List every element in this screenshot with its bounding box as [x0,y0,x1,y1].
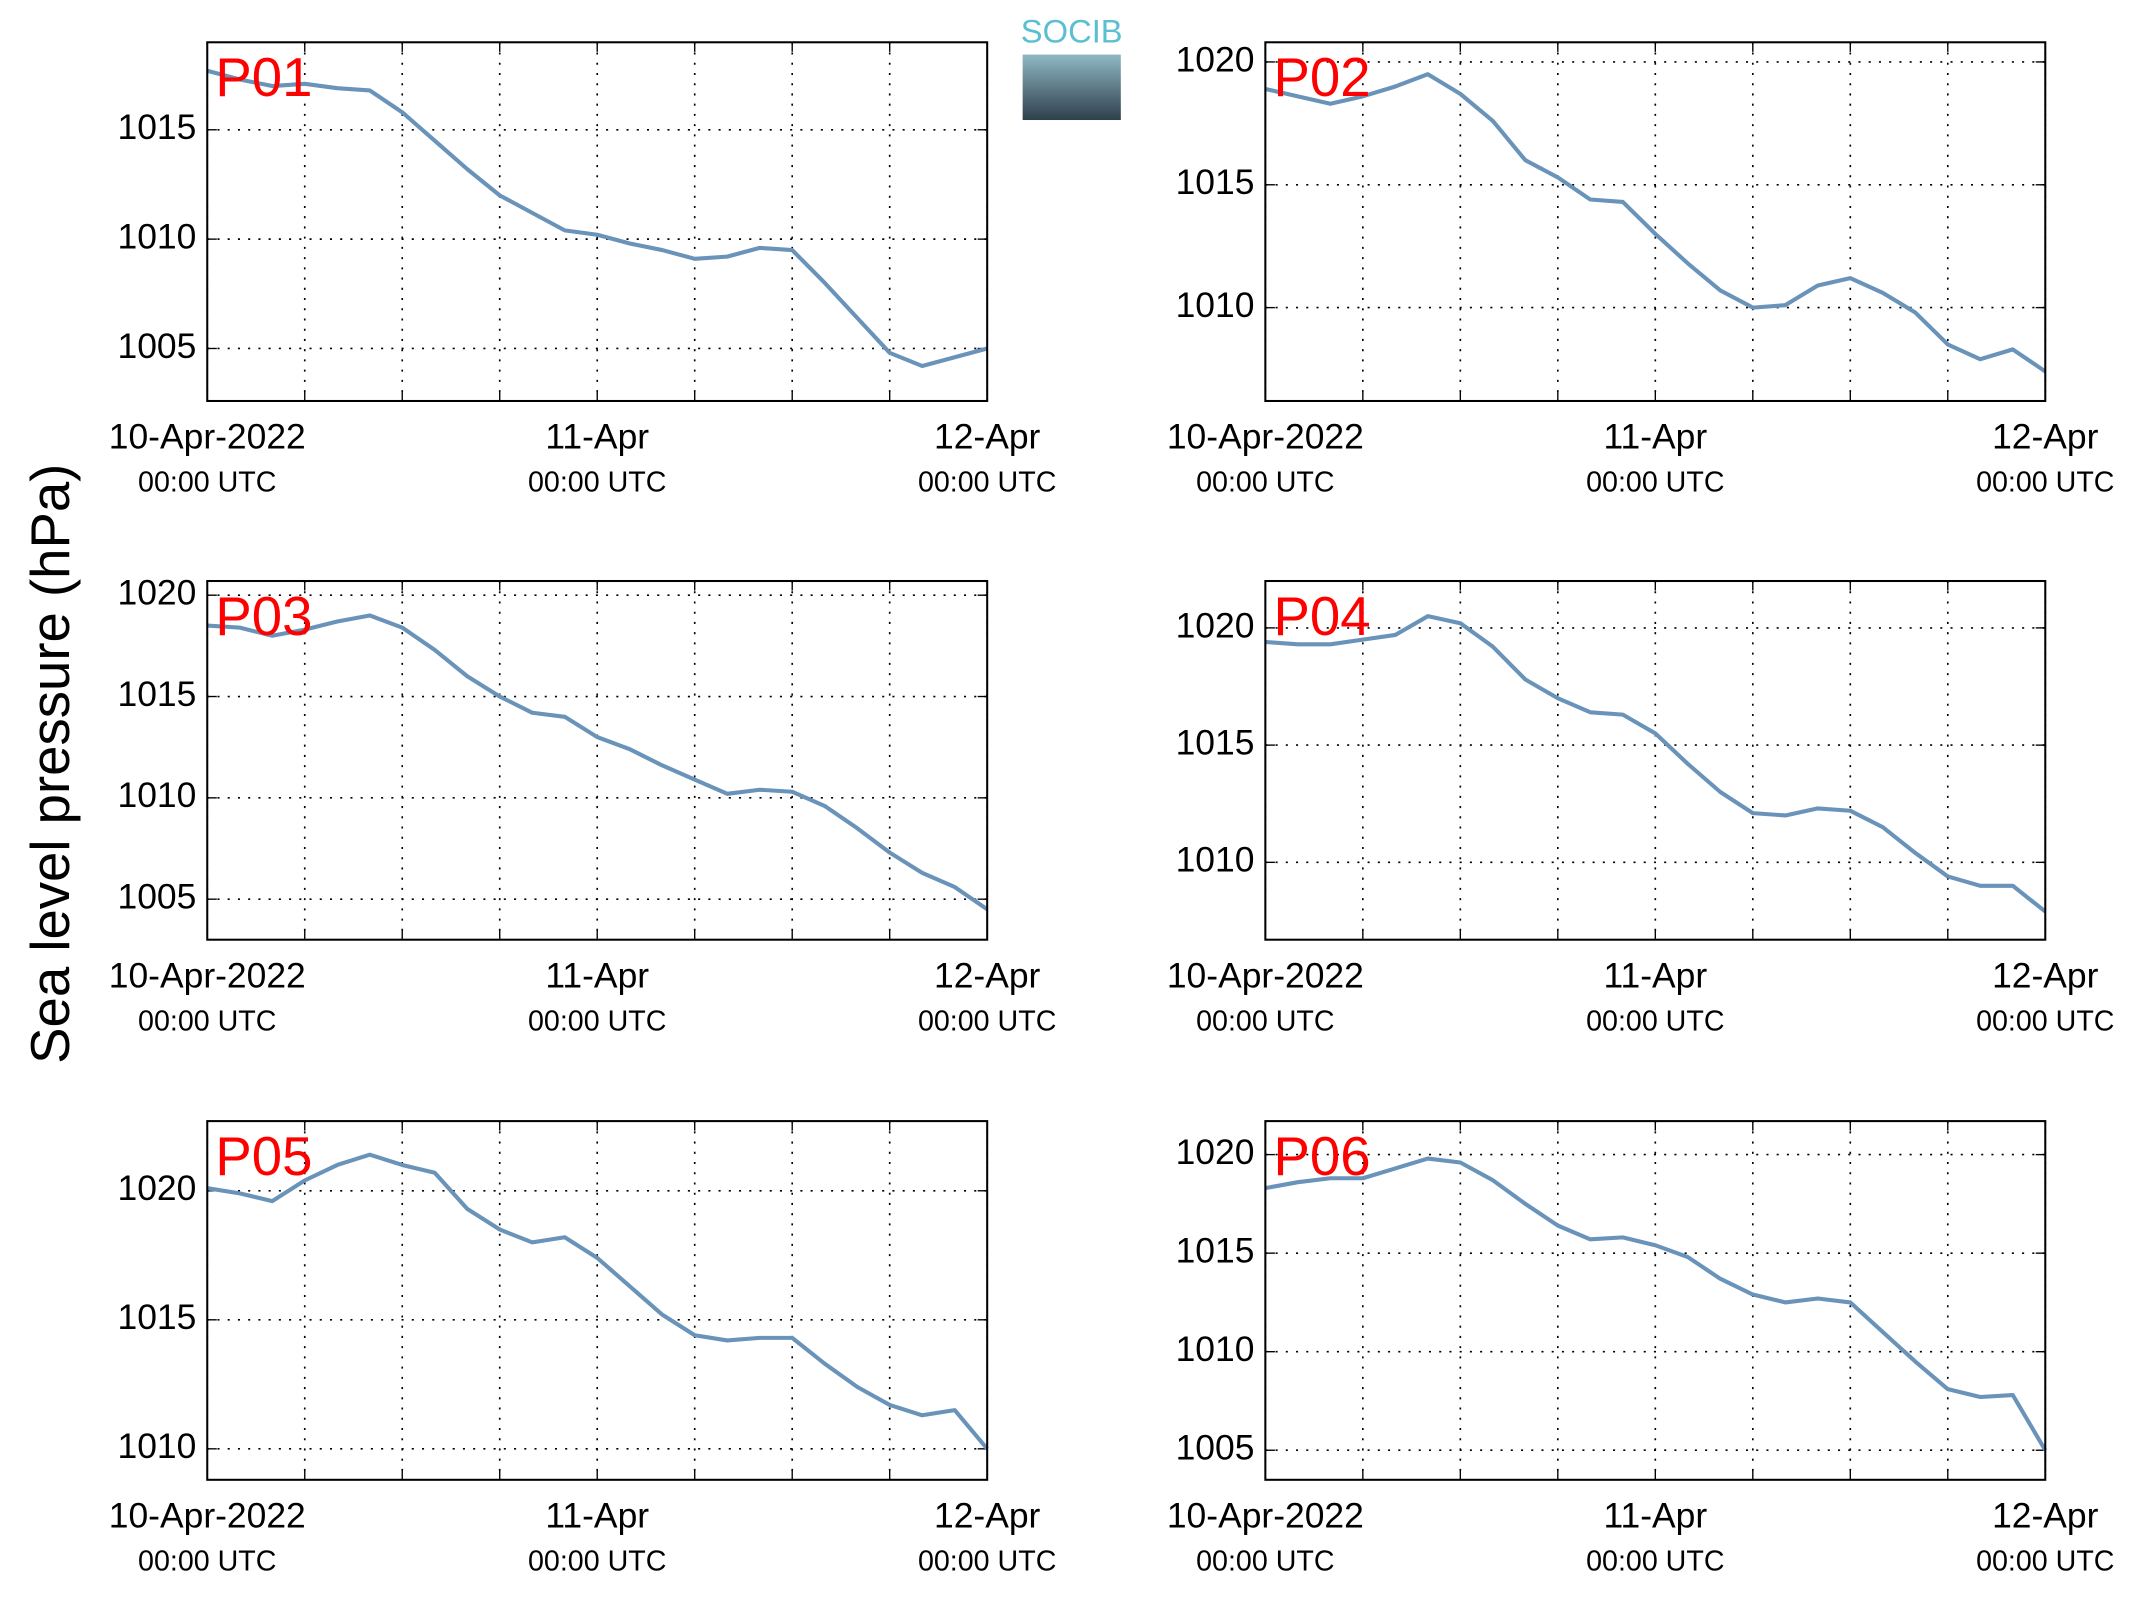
y-tick-label: 1020 [118,1168,197,1208]
y-tick-label: 1005 [118,326,197,366]
y-tick-label: 1015 [118,107,197,147]
data-line [1264,72,2047,374]
x-tick-label: 11-Apr [545,1495,649,1535]
x-tick-label: 10-Apr-2022 [1167,417,1364,457]
x-tick-sublabel: 00:00 UTC [1196,1005,1334,1037]
x-tick-sublabel: 00:00 UTC [1976,1005,2114,1037]
panel-title: P02 [1274,47,1371,108]
x-tick-sublabel: 00:00 UTC [138,1005,276,1037]
y-tick-label: 1020 [1176,1132,1255,1172]
logo-block [1022,54,1121,121]
logo-text: SOCIB [1021,13,1123,50]
x-tick-label: 10-Apr-2022 [1167,1495,1364,1535]
plot-area [207,42,988,401]
plot-frame [206,579,989,941]
panel-title: P03 [215,586,312,647]
panel-title: P01 [215,47,312,108]
plot-frame [206,41,989,402]
logo: SOCIB [1021,13,1123,121]
data-line [1264,1156,2048,1452]
plot-area [1265,42,2046,401]
plot-frame [1264,579,2047,941]
x-tick-sublabel: 00:00 UTC [1586,1005,1724,1037]
panel: 1010 1015 1020 10-Apr-2022 00:00 UTC 11-Apr 00… [1167,579,2114,1037]
data-line [206,68,988,369]
y-tick-label: 1010 [1176,285,1255,325]
plot-area [207,581,988,940]
panel: 1005 1010 1015 1020 10-Apr-2022 00:00 UTC 11-A… [1167,1120,2114,1578]
panel: 1010 1015 1020 10-Apr-2022 00:00 UTC 11-Apr 00… [109,1120,1056,1578]
y-tick-label: 1010 [118,775,197,815]
plot-frame [206,1120,989,1481]
x-tick-label: 12-Apr [1992,955,2099,995]
y-tick-label: 1015 [1176,162,1255,202]
x-tick-label: 11-Apr [545,417,649,457]
x-tick-label: 10-Apr-2022 [1167,955,1364,995]
x-tick-sublabel: 00:00 UTC [1586,467,1724,499]
x-tick-sublabel: 00:00 UTC [528,1546,666,1578]
y-tick-label: 1005 [1176,1428,1255,1468]
plot-frame [1264,41,2047,402]
x-tick-label: 12-Apr [934,1495,1041,1535]
x-tick-label: 12-Apr [1992,1495,2099,1535]
x-tick-sublabel: 00:00 UTC [918,1546,1056,1578]
plot-area [1265,581,2046,940]
data-line [206,1152,989,1451]
x-tick-sublabel: 00:00 UTC [1196,467,1334,499]
y-tick-label: 1015 [1176,722,1255,762]
y-tick-label: 1015 [118,674,197,714]
panel-title: P06 [1274,1126,1371,1187]
x-tick-label: 11-Apr [545,955,649,995]
x-tick-sublabel: 00:00 UTC [528,1005,666,1037]
x-tick-sublabel: 00:00 UTC [138,1546,276,1578]
panel: 1005 1010 1015 1020 10-Apr-2022 00:00 UTC 11-A… [109,573,1057,1038]
y-tick-label: 1020 [1176,39,1255,79]
x-tick-label: 12-Apr [1992,417,2099,457]
x-tick-label: 10-Apr-2022 [109,955,306,995]
x-tick-sublabel: 00:00 UTC [1976,467,2114,499]
x-tick-label: 10-Apr-2022 [109,417,306,457]
y-tick-label: 1015 [1176,1231,1255,1271]
panel-title: P04 [1274,586,1371,647]
y-tick-label: 1005 [118,877,197,917]
y-tick-label: 1010 [118,216,197,256]
data-line [207,613,989,911]
x-tick-sublabel: 00:00 UTC [1196,1546,1334,1578]
x-tick-sublabel: 00:00 UTC [528,467,666,499]
y-tick-label: 1010 [118,1426,197,1466]
x-tick-label: 11-Apr [1603,417,1707,457]
x-tick-sublabel: 00:00 UTC [918,467,1056,499]
x-tick-sublabel: 00:00 UTC [1976,1546,2114,1578]
x-tick-label: 11-Apr [1603,1495,1707,1535]
x-tick-label: 12-Apr [934,955,1041,995]
x-tick-sublabel: 00:00 UTC [138,467,276,499]
x-tick-sublabel: 00:00 UTC [1586,1546,1724,1578]
x-tick-sublabel: 00:00 UTC [918,1005,1056,1037]
y-tick-label: 1015 [118,1297,197,1337]
plot-area [1265,1121,2046,1480]
y-tick-label: 1020 [118,573,197,613]
y-axis-label: Sea level pressure (hPa) [20,464,81,1064]
x-tick-label: 12-Apr [934,417,1041,457]
y-tick-label: 1010 [1176,840,1255,880]
panel: 1005 1010 1015 10-Apr-2022 00:00 UTC 11-Apr 00… [109,41,1056,499]
data-line [1265,614,2047,914]
y-tick-label: 1020 [1176,605,1255,645]
plot-area [207,1121,988,1480]
x-tick-label: 10-Apr-2022 [109,1495,306,1535]
plot-frame [1264,1120,2047,1481]
x-tick-label: 11-Apr [1603,955,1707,995]
panel: 1010 1015 1020 10-Apr-2022 00:00 UTC 11-Apr 00… [1167,39,2115,498]
panel-title: P05 [215,1126,312,1187]
y-tick-label: 1010 [1176,1329,1255,1369]
